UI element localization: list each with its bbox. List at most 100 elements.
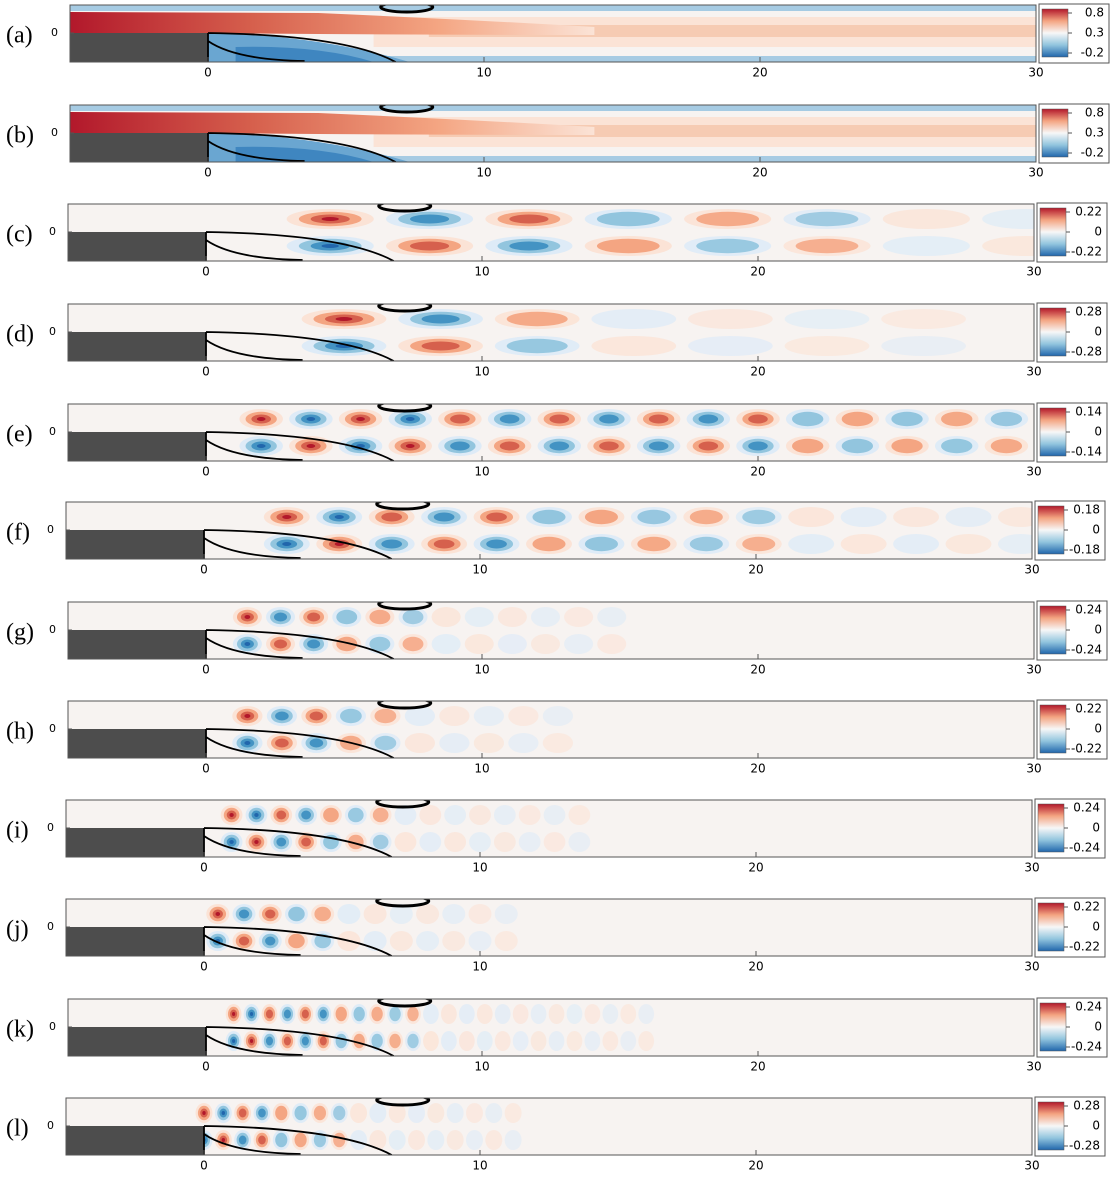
mode-contour (369, 1103, 387, 1123)
x-tick-label: 10 (474, 762, 489, 776)
mode-contour (319, 1009, 327, 1019)
upper-bubble (375, 800, 431, 809)
mode-contour (347, 834, 364, 850)
x-tick-label: 10 (474, 663, 489, 677)
x-tick-label: 20 (750, 1060, 765, 1074)
wall-layer (70, 56, 1036, 62)
mode-contour (748, 441, 768, 451)
panel: (a) 0 0 10 20 30 0.8 0.3 -0.2 (6, 3, 1110, 80)
mode-contour (548, 1031, 565, 1051)
mode-contour (265, 909, 276, 919)
wall-layer (70, 5, 1036, 11)
mode-contour (369, 636, 391, 652)
mode-contour (244, 714, 251, 718)
mode-contour (388, 1103, 406, 1123)
mode-contour (335, 317, 353, 321)
mode-contour (221, 1111, 226, 1115)
colorbar-label: 0.24 (1075, 1000, 1102, 1014)
mode-contour (441, 1031, 457, 1051)
field (66, 899, 1032, 956)
upper-bubble (377, 701, 433, 710)
mode-contour (532, 509, 566, 525)
x-tick-label: 20 (748, 960, 763, 974)
mode-contour (265, 1036, 274, 1046)
panel: (i) 0 0 10 20 30 0.24 0 -0.24 (6, 798, 1106, 875)
mode-contour (504, 1103, 522, 1123)
mode-contour (499, 414, 520, 424)
upper-bubble (375, 502, 431, 511)
mode-contour (275, 1132, 288, 1148)
mode-contour (494, 1004, 511, 1024)
mode-contour (282, 542, 292, 546)
mode-contour (275, 738, 289, 748)
x-tick-label: 20 (750, 265, 765, 279)
panel-label: (d) (6, 322, 34, 348)
mode-contour (450, 414, 470, 424)
step (68, 232, 206, 261)
mode-contour (335, 1006, 347, 1022)
mode-contour (389, 1006, 401, 1022)
recirc-core (235, 146, 374, 162)
mode-contour (543, 805, 566, 825)
panel-label: (k) (6, 1017, 34, 1043)
mode-contour (408, 1130, 425, 1150)
mode-contour (891, 438, 923, 454)
panel-label: (j) (6, 917, 29, 943)
field (66, 1098, 1032, 1155)
colorbar-label: 0.22 (1073, 900, 1100, 914)
mode-contour (265, 936, 276, 946)
mode-contour (509, 241, 549, 251)
mode-contour (784, 309, 870, 329)
mode-contour (256, 417, 266, 421)
mode-contour (564, 607, 594, 627)
mode-contour (416, 904, 440, 924)
mode-contour (372, 834, 389, 850)
x-tick-label: 30 (1026, 1060, 1041, 1074)
mode-contour (504, 1130, 522, 1150)
step (68, 332, 206, 361)
mode-contour (442, 931, 466, 951)
step (68, 630, 206, 659)
mode-contour (945, 507, 992, 527)
mode-contour (893, 507, 940, 527)
mode-contour (638, 1004, 655, 1024)
mode-contour (795, 211, 859, 227)
x-tick-label: 20 (750, 663, 765, 677)
panel: (f) 0 0 10 20 30 0.18 0 -0.18 (6, 500, 1106, 577)
y-tick-label: 0 (49, 425, 56, 438)
panel-label: (f) (6, 520, 30, 546)
mode-contour (494, 1031, 511, 1051)
mode-contour (508, 706, 539, 726)
x-tick-label: 0 (202, 663, 210, 677)
colorbar-label: -0.22 (1071, 742, 1102, 756)
mode-contour (512, 1031, 529, 1051)
mode-contour (599, 441, 619, 451)
panel: (k) 0 0 10 20 30 0.24 0 -0.24 (6, 997, 1108, 1074)
field (66, 502, 1032, 559)
mode-contour (258, 1108, 266, 1118)
mode-contour (283, 1036, 291, 1046)
x-tick-label: 0 (202, 265, 210, 279)
x-tick-label: 30 (1028, 166, 1043, 180)
panel: (c) 0 0 10 20 30 0.22 0 -0.22 (6, 202, 1108, 279)
step (66, 828, 204, 857)
mode-contour (530, 1031, 547, 1051)
mode-contour (788, 534, 835, 554)
panel-label: (e) (6, 422, 33, 448)
mode-contour (336, 636, 358, 652)
mode-contour (229, 840, 234, 844)
mode-contour (784, 336, 870, 356)
mode-contour (427, 1130, 445, 1150)
colorbar (1037, 505, 1065, 555)
colorbar (1039, 307, 1067, 357)
mode-contour (238, 1108, 247, 1118)
colorbar-label: 0 (1092, 821, 1100, 835)
y-tick-label: 0 (51, 126, 58, 139)
mode-contour (542, 706, 574, 726)
mode-contour (301, 1009, 309, 1019)
colorbar-label: 0 (1094, 623, 1102, 637)
upper-bubble (375, 1098, 431, 1107)
x-tick-label: 10 (472, 960, 487, 974)
mode-contour (283, 1009, 291, 1019)
mode-contour (637, 536, 671, 552)
